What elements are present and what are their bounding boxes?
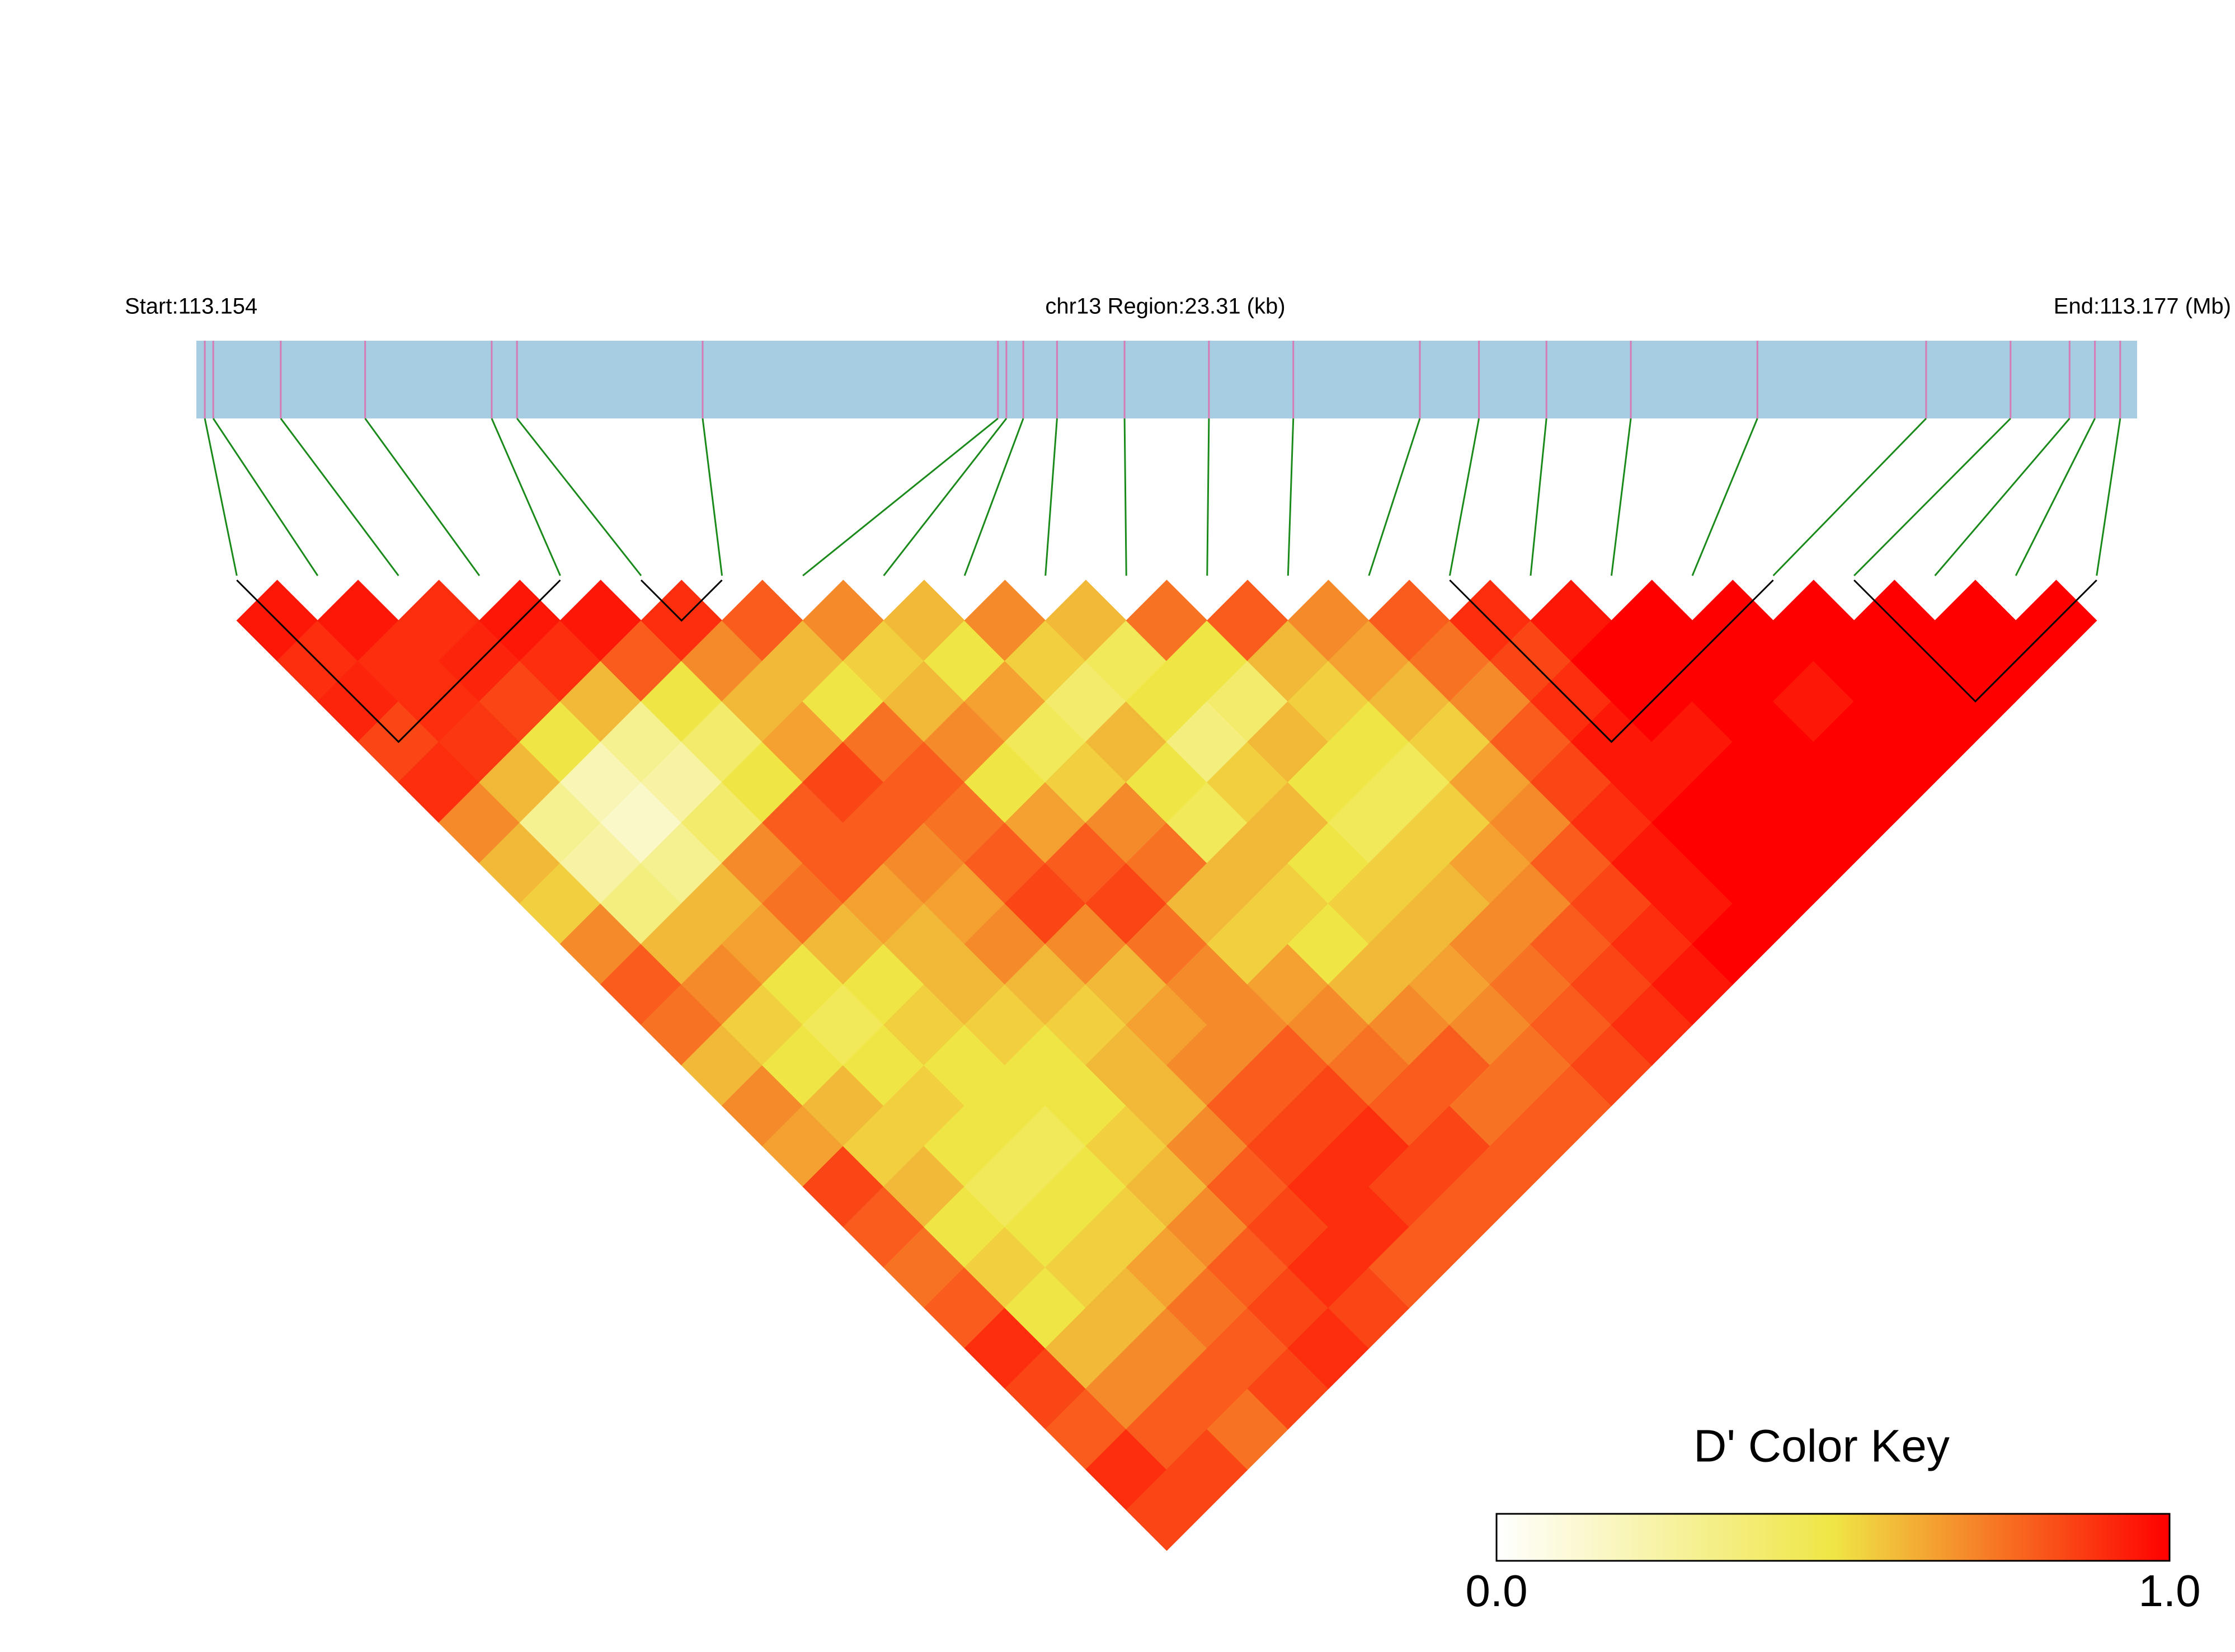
end-label: End:113.177 (Mb) xyxy=(2054,294,2231,319)
gene-track xyxy=(196,341,2137,418)
snp-connector xyxy=(802,417,999,577)
snp-connector xyxy=(2015,418,2096,576)
snp-connector xyxy=(1044,418,1058,576)
ld-block xyxy=(640,579,723,622)
snp-connector xyxy=(963,418,1024,576)
snp-connector xyxy=(1206,418,1210,576)
snp-connector xyxy=(1368,418,1421,576)
snp-connector xyxy=(883,418,1008,576)
ld-block xyxy=(1449,579,1774,743)
snp-connector xyxy=(204,418,238,576)
snp-connector xyxy=(212,418,319,576)
snp-connector xyxy=(2096,418,2121,576)
snp-connector xyxy=(1123,418,1127,576)
key-title: D' Color Key xyxy=(1693,1421,1950,1472)
snp-connector xyxy=(1287,418,1295,576)
snp-connector xyxy=(364,418,481,576)
snp-connector xyxy=(1610,418,1632,576)
start-label: Start:113.154 xyxy=(125,294,257,319)
snp-connector xyxy=(491,418,561,576)
snp-connector xyxy=(702,418,723,576)
snp-connector xyxy=(1853,417,2011,577)
color-key xyxy=(1495,1513,2171,1562)
snp-connector xyxy=(1772,417,1927,577)
key-tick-label: 1.0 xyxy=(2138,1566,2200,1616)
ld-block xyxy=(1853,579,2097,703)
ld-block xyxy=(236,579,561,743)
snp-connector xyxy=(1530,418,1547,576)
snp-connector xyxy=(280,418,399,576)
region-label: chr13 Region:23.31 (kb) xyxy=(1045,294,1285,319)
snp-connector xyxy=(1691,418,1758,576)
snp-connector xyxy=(1448,418,1480,576)
snp-connector xyxy=(1934,418,2071,576)
key-tick-label: 0.0 xyxy=(1465,1566,1527,1616)
snp-connector xyxy=(516,418,642,576)
